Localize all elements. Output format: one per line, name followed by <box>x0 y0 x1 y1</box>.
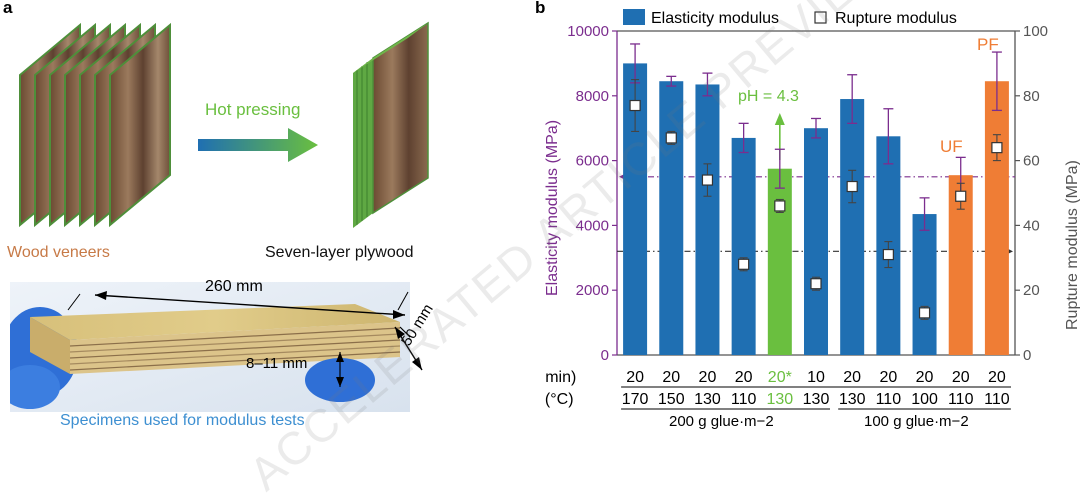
T-value-6: 130 <box>839 391 866 408</box>
t-value-3: 20 <box>735 369 753 386</box>
right-tick-label-2: 40 <box>1023 217 1040 234</box>
left-axis-title: Elasticity modulus (MPa) <box>545 120 561 296</box>
left-tick-label-4: 8000 <box>576 88 609 105</box>
elasticity-bar-3 <box>731 137 756 355</box>
pf-annotation: PF <box>977 35 999 54</box>
t-value-8: 20 <box>916 369 934 386</box>
specimen-photo <box>10 282 410 412</box>
row-label-temperature: T (°C) <box>545 391 574 408</box>
panel-b-letter: b <box>535 0 546 17</box>
rupture-marker-1 <box>665 132 677 144</box>
t-value-6: 20 <box>843 369 861 386</box>
right-tick-label-1: 20 <box>1023 282 1040 299</box>
group-label-200: 200 g glue·m−2 <box>669 413 774 430</box>
T-value-2: 130 <box>694 391 721 408</box>
rupture-marker-8 <box>918 307 931 319</box>
group-label-100: 100 g glue·m−2 <box>864 413 969 430</box>
left-tick-label-5: 10000 <box>567 23 609 40</box>
seven-layer-plywood-label: Seven-layer plywood <box>265 244 414 261</box>
plywood-illustration <box>353 21 429 228</box>
hot-pressing-arrow <box>198 128 318 162</box>
width-arrow <box>394 326 423 371</box>
T-value-5: 130 <box>803 391 830 408</box>
t-value-0: 20 <box>626 369 644 386</box>
uf-annotation: UF <box>940 137 963 156</box>
wood-veneers-label: Wood veneers <box>7 244 110 261</box>
t-value-10: 20 <box>988 369 1006 386</box>
legend-label-elasticity: Elasticity modulus <box>651 10 779 27</box>
rupture-marker-10 <box>991 142 1003 154</box>
T-value-7: 110 <box>876 391 902 408</box>
rupture-marker-6 <box>846 180 858 193</box>
legend-label-rupture: Rupture modulus <box>835 10 957 27</box>
panel-a-letter: a <box>3 0 13 17</box>
elasticity-bar-6 <box>840 99 865 355</box>
rupture-marker-7 <box>882 248 894 261</box>
elasticity-bar-4 <box>767 168 792 355</box>
T-value-1: 150 <box>658 391 685 408</box>
left-tick-label-3: 6000 <box>576 153 609 170</box>
t-value-1: 20 <box>662 369 680 386</box>
right-tick-label-3: 60 <box>1023 153 1040 170</box>
rupture-marker-2 <box>701 174 714 186</box>
elasticity-bar-2 <box>695 84 720 356</box>
t-value-9: 20 <box>952 369 970 386</box>
T-value-8: 100 <box>911 391 938 408</box>
T-value-3: 110 <box>731 391 757 408</box>
length-label: 260 mm <box>205 278 263 295</box>
T-value-10: 110 <box>984 391 1010 408</box>
rupture-marker-4 <box>774 200 786 212</box>
t-value-4: 20* <box>768 369 792 386</box>
elasticity-bar-10 <box>984 81 1009 355</box>
specimen-caption: Specimens used for modulus tests <box>60 412 305 429</box>
modulus-bar-chart: Elasticity modulus Rupture modulus 0 2000… <box>545 9 1080 430</box>
row-label-time: t (min) <box>545 369 576 386</box>
rupture-marker-5 <box>810 278 822 290</box>
elasticity-bar-1 <box>659 81 684 355</box>
right-tick-label-4: 80 <box>1023 88 1040 105</box>
left-tick-label-1: 2000 <box>576 282 609 299</box>
elasticity-bar-8 <box>912 214 937 355</box>
left-tick-label-0: 0 <box>601 347 609 364</box>
T-value-4: 130 <box>766 391 793 408</box>
T-value-9: 110 <box>948 391 974 408</box>
t-value-5: 10 <box>807 369 825 386</box>
t-value-7: 20 <box>879 369 897 386</box>
wood-veneers-illustration <box>19 22 171 228</box>
right-tick-label-0: 0 <box>1023 347 1031 364</box>
t-value-2: 20 <box>699 369 717 386</box>
hot-pressing-label: Hot pressing <box>205 100 301 119</box>
rupture-marker-0 <box>629 99 641 112</box>
elasticity-bar-5 <box>804 128 828 355</box>
left-tick-label-2: 4000 <box>576 217 609 234</box>
ph-annotation: pH = 4.3 <box>738 88 799 105</box>
ph-arrow-head <box>774 113 785 125</box>
thickness-label: 8–11 mm <box>246 355 308 372</box>
rupture-marker-9 <box>955 190 967 202</box>
rupture-marker-3 <box>738 258 750 270</box>
T-value-0: 170 <box>622 391 649 408</box>
right-tick-label-5: 100 <box>1023 23 1048 40</box>
legend-swatch-elasticity <box>623 9 645 25</box>
right-axis-title: Rupture modulus (MPa) <box>1064 160 1080 330</box>
legend-marker-rupture <box>814 11 827 24</box>
